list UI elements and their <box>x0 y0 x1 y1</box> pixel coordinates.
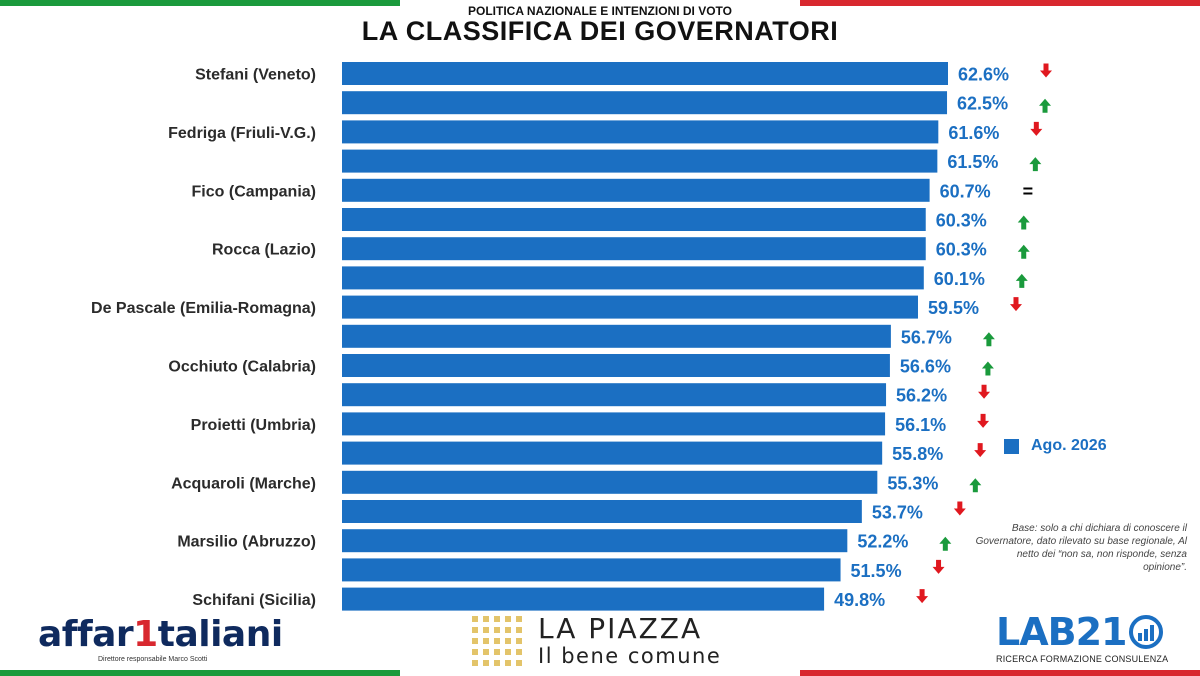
value-label: 62.6% <box>958 65 1009 85</box>
arrow-up-icon <box>939 536 952 551</box>
value-label: 60.1% <box>934 269 985 289</box>
bar <box>342 208 926 231</box>
category-label: Fico (Campania) <box>192 183 316 200</box>
arrow-down-icon <box>953 501 966 516</box>
bar <box>342 500 862 523</box>
lapiazza-logo: LA PIAZZA Il bene comune <box>472 614 721 668</box>
arrow-down-icon <box>977 413 990 428</box>
lapiazza-name: LA PIAZZA <box>538 612 703 645</box>
category-label: Occhiuto (Calabria) <box>168 359 316 376</box>
value-label: 55.3% <box>887 473 938 493</box>
bar <box>342 149 938 173</box>
bar <box>342 441 883 465</box>
bar <box>342 237 926 261</box>
value-label: 49.8% <box>834 590 885 610</box>
category-label: Rocca (Lazio) <box>212 242 316 259</box>
affaritaliani-tagline: Direttore responsabile Marco Scotti <box>98 656 208 663</box>
bar <box>342 587 825 611</box>
affaritaliani-wordmark-part1: affar <box>38 614 134 655</box>
bar <box>342 295 918 319</box>
arrow-down-icon <box>1030 121 1043 136</box>
category-label: Fedriga (Friuli-V.G.) <box>168 125 316 142</box>
lapiazza-tagline: Il bene comune <box>538 644 722 668</box>
flag-stripe-bottom <box>0 670 1200 676</box>
chart-title: LA CLASSIFICA DEI GOVERNATORI <box>361 16 839 46</box>
chart-subtitle: POLITICA NAZIONALE E INTENZIONI DI VOTO <box>467 4 732 18</box>
affaritaliani-logo: affar1taliani Direttore responsabile Mar… <box>38 616 283 664</box>
category-label: De Pascale (Emilia-Romagna) <box>91 300 316 317</box>
trend-equal-icon: = <box>1023 181 1034 201</box>
arrow-down-icon <box>978 384 991 399</box>
arrow-up-icon <box>1015 273 1028 288</box>
affaritaliani-wordmark: affar1taliani <box>38 616 283 654</box>
value-label: 56.6% <box>900 357 951 377</box>
bar <box>342 178 930 202</box>
category-label: Proietti (Umbria) <box>191 417 316 434</box>
value-label: 61.6% <box>948 123 999 143</box>
bar-chart-circle-icon <box>1129 615 1164 649</box>
bar <box>342 266 924 290</box>
lab21-logo: LAB21 RICERCA FORMAZIONE CONSULENZA <box>996 612 1168 664</box>
legend-label: Ago. 2026 <box>1031 437 1107 454</box>
value-label: 53.7% <box>872 503 923 523</box>
value-label: 61.5% <box>947 152 998 172</box>
flag-stripe-top <box>0 0 1200 6</box>
value-label: 55.8% <box>892 444 943 464</box>
value-label: 60.3% <box>936 240 987 260</box>
value-label: 56.2% <box>896 386 947 406</box>
arrow-down-icon <box>1009 297 1022 312</box>
bar <box>342 324 891 348</box>
value-label: 52.2% <box>857 532 908 552</box>
value-label: 56.7% <box>901 327 952 347</box>
bar <box>342 558 841 582</box>
bar <box>342 470 878 494</box>
dot-grid-icon <box>472 616 522 666</box>
bar <box>342 91 948 115</box>
lab21-name: LAB21 <box>996 610 1127 654</box>
affaritaliani-wordmark-digit: 1 <box>133 614 158 655</box>
arrow-up-icon <box>1017 215 1030 230</box>
category-label: Acquaroli (Marche) <box>171 475 316 492</box>
category-label: Stefani (Veneto) <box>195 67 316 84</box>
bar <box>342 62 948 85</box>
value-label: 56.1% <box>895 415 946 435</box>
bar <box>342 412 886 436</box>
bar <box>342 120 939 144</box>
legend-swatch <box>1004 438 1019 454</box>
arrow-down-icon <box>974 443 987 458</box>
value-label: 59.5% <box>928 298 979 318</box>
value-label: 60.7% <box>940 181 991 201</box>
arrow-up-icon <box>1029 157 1042 172</box>
lab21-tagline: RICERCA FORMAZIONE CONSULENZA <box>996 654 1169 664</box>
category-label: Schifani (Sicilia) <box>192 592 316 609</box>
value-label: 51.5% <box>851 561 902 581</box>
arrow-down-icon <box>932 559 945 574</box>
bar <box>342 383 887 407</box>
arrow-up-icon <box>1017 244 1030 259</box>
bar <box>342 354 890 377</box>
arrow-up-icon <box>969 478 982 493</box>
arrow-up-icon <box>1039 98 1052 113</box>
arrow-down-icon <box>1040 63 1052 78</box>
bar <box>342 529 848 553</box>
arrow-up-icon <box>981 361 994 376</box>
value-label: 62.5% <box>957 94 1008 114</box>
arrow-down-icon <box>916 589 929 604</box>
category-label: Marsilio (Abruzzo) <box>177 534 316 551</box>
arrow-up-icon <box>982 332 995 347</box>
methodology-note: Base: solo a chi dichiara di conoscere i… <box>975 523 1187 573</box>
value-label: 60.3% <box>936 211 987 231</box>
affaritaliani-wordmark-part2: taliani <box>157 614 283 655</box>
chart-legend: Ago. 2026 <box>1004 437 1107 455</box>
